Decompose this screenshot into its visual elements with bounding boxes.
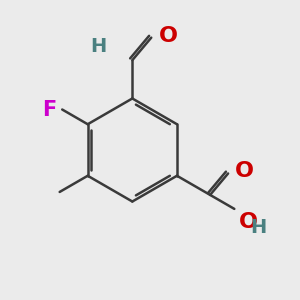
Text: H: H: [90, 38, 106, 56]
Text: O: O: [235, 161, 254, 181]
Text: H: H: [250, 218, 267, 237]
Text: O: O: [159, 26, 178, 46]
Text: O: O: [239, 212, 258, 232]
Text: F: F: [42, 100, 56, 119]
